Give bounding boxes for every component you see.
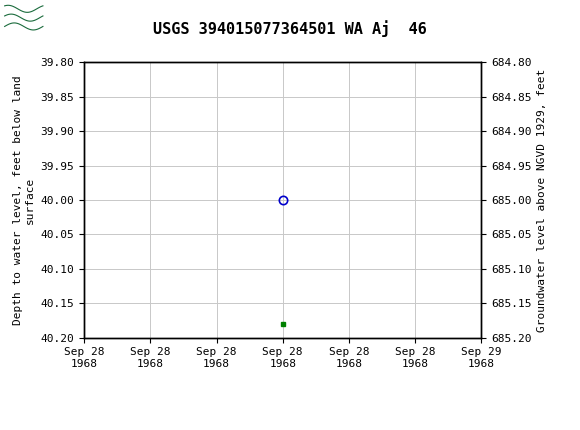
Y-axis label: Depth to water level, feet below land
surface: Depth to water level, feet below land su… (13, 75, 35, 325)
Bar (3, 2, 45, 34)
Legend: Period of approved data: Period of approved data (180, 425, 386, 430)
Text: USGS 394015077364501 WA Aj  46: USGS 394015077364501 WA Aj 46 (153, 20, 427, 37)
Text: USGS: USGS (49, 10, 96, 25)
Y-axis label: Groundwater level above NGVD 1929, feet: Groundwater level above NGVD 1929, feet (537, 68, 547, 332)
